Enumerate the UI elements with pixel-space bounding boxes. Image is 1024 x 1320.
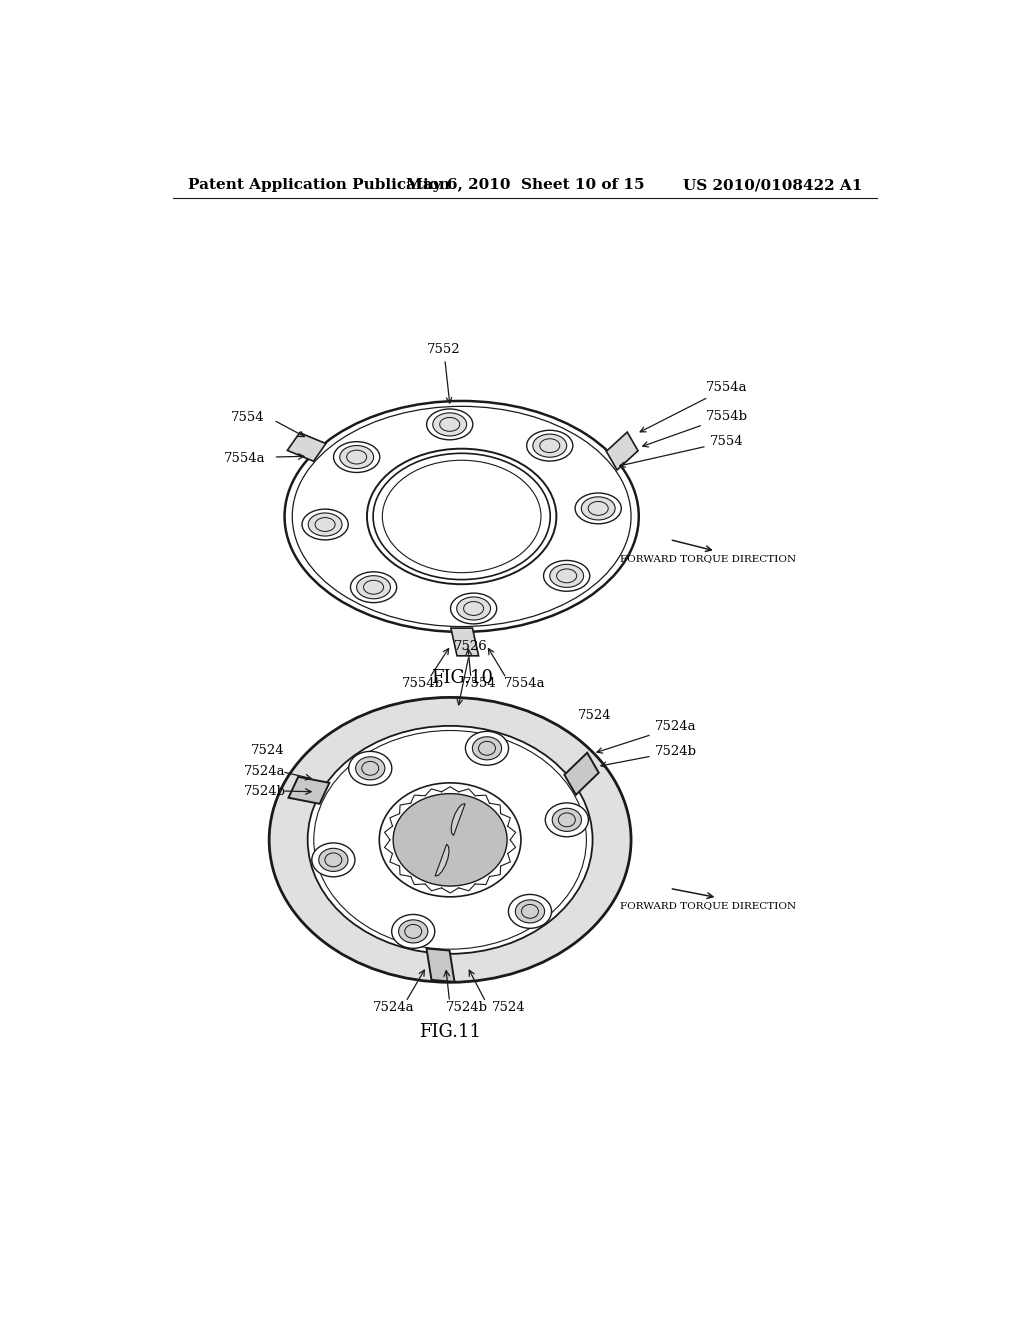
Text: 7524a: 7524a [373, 1001, 414, 1014]
Ellipse shape [312, 843, 355, 876]
Ellipse shape [582, 496, 615, 520]
Polygon shape [606, 432, 638, 470]
Ellipse shape [427, 409, 473, 440]
Text: 7524a: 7524a [597, 721, 696, 754]
Ellipse shape [307, 726, 593, 954]
Ellipse shape [391, 915, 435, 948]
Ellipse shape [466, 731, 509, 766]
Text: 7526: 7526 [454, 640, 487, 705]
Ellipse shape [457, 597, 490, 620]
Ellipse shape [451, 593, 497, 624]
Text: FORWARD TORQUE DIRECTION: FORWARD TORQUE DIRECTION [620, 554, 796, 564]
Ellipse shape [550, 564, 584, 587]
Text: 7554b: 7554b [643, 411, 748, 447]
Text: 7524b: 7524b [601, 744, 696, 767]
Ellipse shape [340, 446, 374, 469]
Ellipse shape [367, 449, 556, 585]
Ellipse shape [269, 697, 631, 982]
Ellipse shape [349, 751, 392, 785]
Ellipse shape [379, 783, 521, 896]
Text: US 2010/0108422 A1: US 2010/0108422 A1 [683, 178, 862, 193]
Text: 7524b: 7524b [445, 1001, 487, 1014]
Text: 7554a: 7554a [504, 677, 546, 690]
Ellipse shape [285, 401, 639, 632]
Ellipse shape [302, 510, 348, 540]
Ellipse shape [398, 920, 428, 942]
Text: FIG.10: FIG.10 [431, 669, 493, 688]
Ellipse shape [532, 434, 566, 457]
Text: 7554b: 7554b [401, 677, 443, 690]
Ellipse shape [334, 442, 380, 473]
Ellipse shape [515, 900, 545, 923]
Ellipse shape [526, 430, 572, 461]
Text: 7524a: 7524a [244, 766, 286, 779]
Polygon shape [288, 433, 326, 461]
Polygon shape [564, 752, 599, 795]
Polygon shape [452, 804, 465, 836]
Ellipse shape [472, 737, 502, 760]
Text: 7524: 7524 [492, 1001, 525, 1014]
Text: 7524: 7524 [578, 709, 611, 722]
Ellipse shape [355, 756, 385, 780]
Text: 7554: 7554 [463, 677, 497, 690]
Text: 7524b: 7524b [244, 785, 286, 799]
Ellipse shape [544, 561, 590, 591]
Ellipse shape [552, 808, 582, 832]
Ellipse shape [356, 576, 390, 599]
Text: 7552: 7552 [427, 343, 461, 403]
Text: 7554a: 7554a [223, 451, 265, 465]
Ellipse shape [308, 513, 342, 536]
Polygon shape [427, 949, 455, 982]
Ellipse shape [575, 492, 622, 524]
Text: 7554: 7554 [620, 436, 743, 467]
Ellipse shape [546, 803, 589, 837]
Ellipse shape [433, 413, 467, 436]
Polygon shape [451, 628, 478, 656]
Polygon shape [289, 776, 330, 804]
Ellipse shape [318, 849, 348, 871]
Ellipse shape [508, 895, 552, 928]
Polygon shape [435, 845, 450, 876]
Text: FIG.11: FIG.11 [419, 1023, 481, 1041]
Text: May 6, 2010  Sheet 10 of 15: May 6, 2010 Sheet 10 of 15 [406, 178, 644, 193]
Ellipse shape [350, 572, 396, 603]
Text: 7554a: 7554a [640, 381, 748, 432]
Text: Patent Application Publication: Patent Application Publication [188, 178, 451, 193]
Ellipse shape [393, 793, 507, 886]
Text: 7524: 7524 [251, 744, 285, 758]
Text: FORWARD TORQUE DIRECTION: FORWARD TORQUE DIRECTION [620, 900, 796, 909]
Text: 7554: 7554 [231, 412, 265, 424]
